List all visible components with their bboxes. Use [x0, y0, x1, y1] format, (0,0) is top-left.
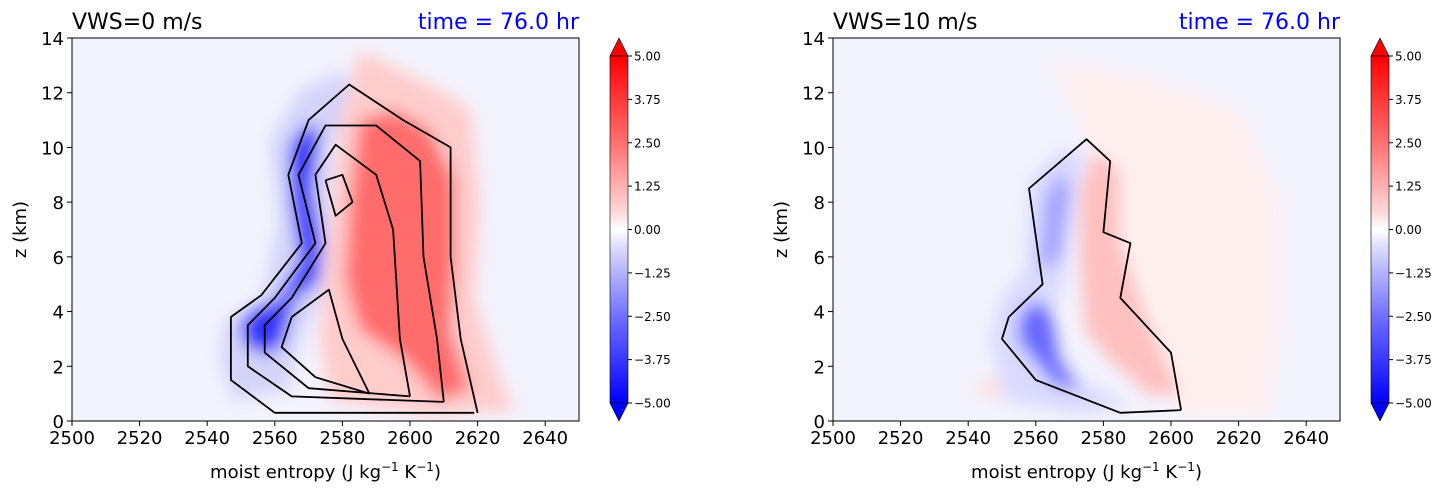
x-axis-label: moist entropy (J kg−1 K−1): [210, 460, 441, 483]
colorbar-tick-label: 1.25: [634, 180, 661, 194]
strong-blue-region: [1018, 300, 1080, 390]
contour-line: [263, 143, 411, 398]
colorbar-tick-label: −1.25: [634, 266, 671, 280]
y-axis-ticks: 0 2 4 6 8 10 12 14: [802, 29, 833, 433]
colorbar-tick-label: 5.00: [1395, 50, 1422, 64]
x-axis-label: moist entropy (J kg−1 K−1): [971, 460, 1202, 483]
y-tick-label: 4: [53, 303, 64, 324]
colorbar-tick-label: −1.25: [1395, 266, 1432, 280]
colorbar: 5.00 3.75 2.50 1.25 0.00 −1.25 −2.50 −3.75 −5.00: [609, 37, 671, 422]
contour-line: [1001, 138, 1182, 414]
x-tick-label: 2600: [387, 428, 433, 449]
x-tick-label: 2640: [522, 428, 568, 449]
y-axis-label: z (km): [10, 201, 31, 258]
x-axis-ticks: 2500 2520 2540 2560 2580 2600 2620 2640: [810, 421, 1329, 449]
time-label: time = 76.0 hr: [418, 10, 580, 35]
contour-line: [324, 173, 354, 217]
colorbar-min-arrow: [609, 402, 629, 422]
colorbar-gradient: [1370, 55, 1390, 404]
x-tick-label: 2560: [252, 428, 298, 449]
y-tick-label: 2: [53, 357, 64, 378]
colorbar-max-arrow: [1370, 37, 1390, 57]
colorbar-tick-label: −2.50: [1395, 310, 1432, 324]
colorbar-tick-label: −3.75: [1395, 353, 1432, 367]
colorbar-tick-label: 2.50: [634, 136, 661, 150]
colorbar-max-arrow: [609, 37, 629, 57]
x-axis-ticks: 2500 2520 2540 2560 2580 2600 2620 2640: [49, 421, 568, 449]
y-tick-label: 8: [814, 193, 825, 214]
contour-lines: [230, 83, 479, 414]
y-tick-label: 4: [814, 303, 825, 324]
colorbar-ticks: 5.00 3.75 2.50 1.25 0.00 −1.25 −2.50 −3.75 −5.00: [628, 50, 671, 411]
y-axis-ticks: 0 2 4 6 8 10 12 14: [41, 29, 72, 433]
colorbar-min-arrow: [1370, 402, 1390, 422]
y-tick-label: 12: [41, 84, 64, 105]
plot-frame: [832, 37, 1341, 422]
panel-vws-10: VWS=10 m/s time = 76.0 hr 2500 2520 2540 25…: [771, 10, 1432, 483]
x-tick-label: 2500: [49, 428, 95, 449]
y-tick-label: 0: [53, 412, 64, 433]
x-tick-label: 2620: [455, 428, 501, 449]
colorbar-tick-label: 0.00: [634, 223, 661, 237]
colorbar-tick-label: 3.75: [1395, 93, 1422, 107]
y-tick-label: 6: [53, 248, 64, 269]
colorbar-tick-label: −2.50: [634, 310, 671, 324]
mid-blue-region: [1040, 170, 1070, 270]
colorbar-tick-label: 2.50: [1395, 136, 1422, 150]
colorbar-tick-label: −3.75: [634, 353, 671, 367]
contour-lines: [1001, 138, 1182, 414]
x-tick-label: 2500: [810, 428, 856, 449]
contour-line: [280, 288, 371, 395]
y-tick-label: 0: [814, 412, 825, 433]
colorbar-tick-label: −5.00: [634, 397, 671, 411]
colorbar-tick-label: 3.75: [634, 93, 661, 107]
contour-line: [230, 83, 479, 414]
x-tick-label: 2620: [1216, 428, 1262, 449]
colorbar: 5.00 3.75 2.50 1.25 0.00 −1.25 −2.50 −3.75 −5.00: [1370, 37, 1432, 422]
colorbar-gradient: [609, 55, 629, 404]
colorbar-tick-label: −5.00: [1395, 397, 1432, 411]
panel-vws-0: VWS=0 m/s time = 76.0 hr 2500 2520 2540 256…: [10, 10, 671, 483]
x-tick-label: 2520: [117, 428, 163, 449]
y-tick-label: 2: [814, 357, 825, 378]
y-axis-label: z (km): [771, 201, 792, 258]
y-tick-label: 10: [802, 138, 825, 159]
colorbar-tick-label: 1.25: [1395, 180, 1422, 194]
y-tick-label: 12: [802, 84, 825, 105]
colorbar-tick-label: 5.00: [634, 50, 661, 64]
panel-title: VWS=10 m/s: [833, 10, 978, 35]
strong-red-region: [345, 110, 470, 400]
y-tick-label: 14: [802, 29, 825, 50]
time-label: time = 76.0 hr: [1179, 10, 1341, 35]
light-blue-region: [990, 150, 1130, 415]
x-tick-label: 2580: [319, 428, 365, 449]
y-tick-label: 8: [53, 193, 64, 214]
y-tick-label: 14: [41, 29, 64, 50]
y-tick-label: 10: [41, 138, 64, 159]
colorbar-tick-label: 0.00: [1395, 223, 1422, 237]
x-tick-label: 2520: [878, 428, 924, 449]
colorbar-ticks: 5.00 3.75 2.50 1.25 0.00 −1.25 −2.50 −3.75 −5.00: [1389, 50, 1432, 411]
x-tick-label: 2540: [945, 428, 991, 449]
x-tick-label: 2600: [1148, 428, 1194, 449]
contour-line: [246, 124, 445, 403]
light-red-region: [1050, 60, 1280, 415]
plot-frame: [71, 37, 580, 422]
x-tick-label: 2580: [1080, 428, 1126, 449]
y-tick-label: 6: [814, 248, 825, 269]
x-tick-label: 2640: [1283, 428, 1329, 449]
x-tick-label: 2560: [1013, 428, 1059, 449]
panel-title: VWS=0 m/s: [72, 10, 203, 35]
x-tick-label: 2540: [184, 428, 230, 449]
